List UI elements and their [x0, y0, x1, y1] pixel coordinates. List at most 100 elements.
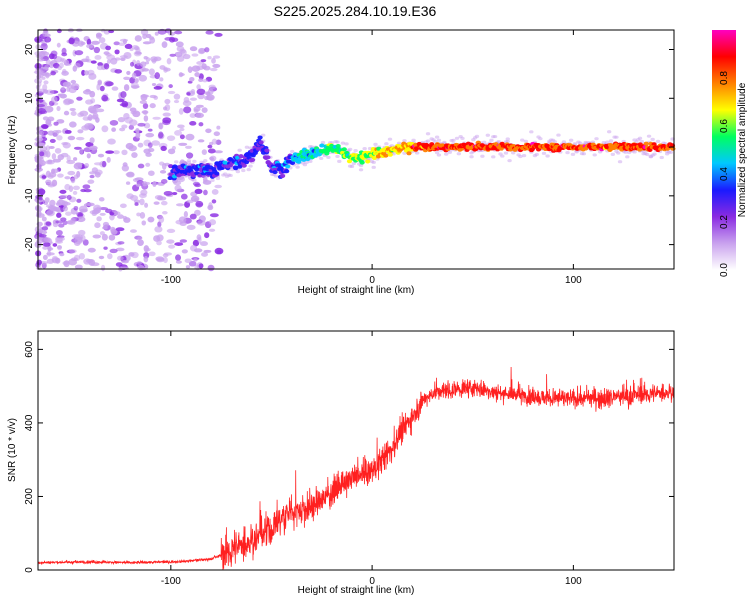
spectrogram-cell	[273, 174, 279, 178]
spectrogram-cell	[264, 148, 270, 153]
spectrogram-cell	[45, 221, 52, 226]
spectrogram-cell	[70, 217, 76, 224]
chart-title: S225.2025.284.10.19.E36	[274, 3, 437, 19]
spectrogram-cell	[196, 88, 206, 95]
spectrogram-cell	[44, 36, 52, 43]
spectrogram-cell	[140, 189, 148, 196]
spectrogram-cell	[414, 151, 420, 155]
x-tick-label: -100	[161, 576, 181, 587]
spectrogram-cell	[70, 110, 77, 117]
spectrogram-cell	[101, 94, 109, 102]
spectrogram-cell	[204, 47, 210, 53]
spectrogram-cell	[507, 159, 512, 163]
spectrogram-cell	[203, 178, 208, 182]
spectrogram-cell	[195, 200, 204, 208]
spectrogram-cell	[302, 163, 308, 167]
spectrogram-cell	[174, 160, 179, 164]
spectrogram-cell	[45, 179, 52, 185]
spectrogram-cell	[107, 253, 113, 260]
spectrogram-cell	[135, 128, 140, 134]
spectrogram-cell	[160, 200, 168, 206]
spectrogram-cell	[154, 226, 163, 233]
spectrogram-cell	[545, 154, 550, 158]
spectrogram-cell	[162, 211, 168, 215]
colorbar-gradient	[712, 30, 736, 270]
spectrogram-cell	[75, 162, 83, 167]
spectrogram-cell	[534, 152, 539, 157]
spectrogram-cell	[154, 72, 161, 80]
spectrogram-cell	[184, 258, 192, 264]
spectrogram-cell	[248, 164, 253, 168]
spectrogram-cell	[121, 260, 129, 264]
spectrogram-cell	[503, 151, 509, 155]
spectrogram-cell	[62, 220, 68, 226]
spectrogram-cell	[505, 137, 510, 141]
spectrogram-cell	[60, 152, 69, 158]
spectrogram-cell	[194, 209, 201, 216]
spectrogram-cell	[143, 255, 149, 263]
spectrogram-cell	[208, 84, 216, 90]
spectrogram-cell	[460, 136, 465, 140]
spectrogram-cell	[402, 139, 407, 143]
spectrogram-cell	[500, 154, 505, 158]
spectrogram-cell	[492, 134, 498, 139]
spectrogram-cell	[123, 112, 130, 120]
spectrogram-cell	[110, 57, 118, 65]
spectrogram-cell	[79, 110, 89, 117]
spectrogram-cell	[182, 100, 192, 107]
spectrogram-cell	[168, 84, 173, 89]
spectrogram-cell	[93, 46, 101, 54]
spectrogram-cell	[183, 106, 192, 114]
spectrogram-cell	[295, 165, 300, 169]
spectrogram-cell	[142, 102, 149, 109]
spectrogram-cell	[143, 115, 149, 122]
spectrogram-cell	[358, 163, 364, 168]
spectrogram-cell	[137, 236, 143, 240]
spectrogram-y-ticks: -20 -10 0 10 20	[24, 44, 674, 252]
spectrogram-cell	[45, 119, 52, 126]
spectrogram-cell	[115, 227, 125, 232]
spectrogram-cell	[163, 67, 171, 72]
spectrogram-cell	[383, 153, 389, 158]
spectrogram-cell	[578, 141, 583, 145]
spectrogram-cell	[130, 82, 139, 90]
spectrogram-cell	[179, 127, 185, 132]
spectrogram-cell	[201, 252, 209, 257]
spectrogram-cell	[67, 135, 76, 141]
spectrogram-cell	[211, 57, 216, 64]
spectrogram-cell	[163, 256, 168, 264]
spectrogram-cell	[147, 128, 153, 132]
spectrogram-cell	[73, 205, 79, 211]
spectrogram-cell	[99, 207, 109, 211]
spectrogram-cell	[208, 228, 216, 232]
spectrogram-cell	[169, 53, 176, 57]
spectrogram-cell	[86, 259, 94, 264]
y-tick-label: 200	[24, 488, 35, 505]
spectrogram-cell	[139, 198, 145, 206]
spectrogram-cell	[198, 49, 205, 55]
spectrogram-cell	[351, 161, 356, 166]
spectrogram-cell	[126, 70, 131, 76]
spectrogram-cell	[130, 229, 137, 233]
spectrogram-cell	[89, 174, 95, 179]
y-tick-label: 0	[24, 567, 35, 573]
spectrogram-cell	[193, 108, 199, 113]
spectrogram-cell	[62, 261, 69, 266]
spectrogram-cell	[318, 156, 324, 161]
spectrogram-cell	[125, 181, 131, 185]
spectrogram-cell	[116, 255, 124, 261]
spectrogram-cell	[56, 106, 61, 112]
spectrogram-cell	[51, 96, 58, 103]
spectrogram-cell	[130, 195, 139, 201]
spectrogram-x-label: Height of straight line (km)	[298, 285, 415, 296]
spectrogram-cell	[41, 175, 47, 179]
spectrogram-cell	[101, 125, 109, 133]
spectrogram-cell	[57, 173, 64, 178]
spectrogram-cell	[456, 152, 462, 156]
spectrogram-cell	[443, 152, 449, 156]
colorbar-tick-label: 0.8	[719, 71, 730, 85]
spectrogram-cell	[95, 108, 105, 113]
spectrogram-cell	[485, 133, 491, 137]
spectrogram-cell	[57, 93, 62, 97]
spectrogram-cell	[205, 128, 212, 134]
